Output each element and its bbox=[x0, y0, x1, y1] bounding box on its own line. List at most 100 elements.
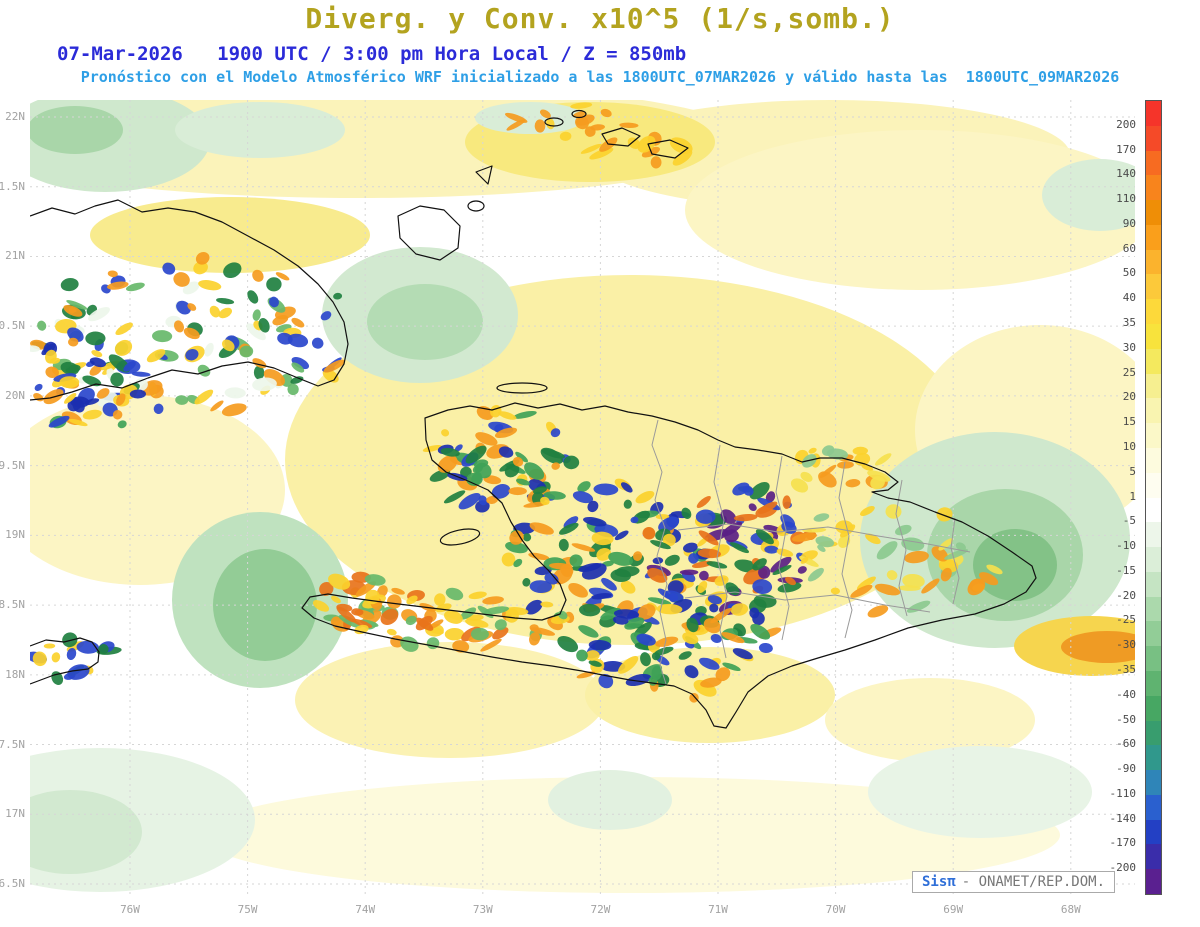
colorbar-segment bbox=[1146, 398, 1161, 424]
divergence-shading bbox=[30, 100, 1135, 893]
coastline-caicos-1 bbox=[544, 117, 564, 127]
y-tick-label: 18N bbox=[5, 667, 25, 681]
colorbar-level-label: -5 bbox=[1122, 514, 1136, 528]
colorbar-segment bbox=[1146, 472, 1161, 498]
y-tick-label: 6.5N bbox=[0, 876, 25, 890]
x-tick-label: 72W bbox=[590, 903, 611, 916]
coastline-great-inagua bbox=[397, 205, 461, 261]
colorbar-segment bbox=[1146, 571, 1161, 597]
colorbar-level-label: 35 bbox=[1122, 316, 1136, 330]
x-tick-label: 68W bbox=[1060, 903, 1081, 916]
colorbar-segment bbox=[1146, 324, 1161, 349]
colorbar-level-label: -25 bbox=[1116, 613, 1136, 627]
colorbar-segment bbox=[1146, 423, 1161, 448]
province-line bbox=[775, 455, 790, 641]
x-tick-label: 69W bbox=[943, 903, 964, 916]
colorbar-segment bbox=[1146, 695, 1161, 721]
colorbar-segment bbox=[1146, 621, 1161, 647]
province-line bbox=[950, 517, 960, 605]
x-tick-label: 70W bbox=[825, 903, 846, 916]
colorbar-segment bbox=[1146, 274, 1161, 300]
colorbar-segment bbox=[1146, 125, 1161, 151]
y-tick-label: 21N bbox=[5, 249, 25, 263]
y-tick-label: 19N bbox=[5, 528, 25, 542]
y-tick-label: 1.5N bbox=[0, 179, 25, 193]
colorbar-segment bbox=[1146, 596, 1161, 622]
colorbar-labels: 200 170 140 110 90 60 50 40 35 30 25 20 15 10 5 1 -5 -10 -… bbox=[1088, 100, 1140, 895]
colorbar-level-label: 140 bbox=[1116, 167, 1136, 181]
colorbar-level-label: 110 bbox=[1116, 192, 1136, 206]
coastline-turks bbox=[647, 139, 689, 159]
y-tick-label: 20N bbox=[5, 388, 25, 402]
colorbar-segment bbox=[1146, 745, 1161, 771]
colorbar-segment bbox=[1146, 547, 1161, 572]
colorbar-segment bbox=[1146, 447, 1161, 473]
sispi-logo: Sisπ bbox=[922, 874, 956, 890]
y-axis: 22N 1.5N 21N 0.5N 20N 9.5N 19N 8.5N 18N 7.5N 17N 6.… bbox=[0, 100, 28, 900]
colorbar-level-label: 1 bbox=[1129, 489, 1136, 503]
colorbar-segment bbox=[1146, 522, 1161, 548]
credit-text: - ONAMET/REP.DOM. bbox=[961, 874, 1106, 890]
colorbar-level-label: 200 bbox=[1116, 117, 1136, 131]
colorbar-segment bbox=[1146, 770, 1161, 795]
colorbar-level-label: 90 bbox=[1122, 216, 1136, 230]
colorbar-segment bbox=[1146, 844, 1161, 870]
y-tick-label: 17N bbox=[5, 807, 25, 821]
chart-title: Diverg. y Conv. x10^5 (1/s,somb.) bbox=[305, 2, 895, 35]
colorbar-level-label: -90 bbox=[1116, 762, 1136, 776]
colorbar-segment bbox=[1146, 224, 1161, 250]
colorbar-segment bbox=[1146, 646, 1161, 671]
colorbar-segment bbox=[1146, 794, 1161, 820]
colorbar-level-label: -10 bbox=[1116, 539, 1136, 553]
colorbar-segment bbox=[1146, 373, 1161, 399]
colorbar-segment bbox=[1146, 175, 1161, 201]
coastline-tortue bbox=[496, 382, 548, 394]
colorbar bbox=[1145, 100, 1162, 895]
colorbar-level-label: -35 bbox=[1116, 662, 1136, 676]
colorbar-level-label: 60 bbox=[1122, 241, 1136, 255]
colorbar-level-label: -200 bbox=[1109, 861, 1137, 875]
colorbar-level-label: 15 bbox=[1122, 415, 1136, 429]
x-tick-label: 76W bbox=[120, 903, 140, 916]
colorbar-level-label: -140 bbox=[1109, 811, 1137, 825]
x-axis: 76W 75W 74W 73W 72W 71W 70W 69W 68W bbox=[30, 897, 1135, 921]
colorbar-segment bbox=[1146, 497, 1161, 523]
x-tick-label: 73W bbox=[472, 903, 493, 916]
x-tick-label: 71W bbox=[708, 903, 728, 916]
colorbar-segment bbox=[1146, 819, 1161, 845]
convection-speckles bbox=[30, 102, 1003, 703]
colorbar-level-label: 50 bbox=[1122, 266, 1136, 280]
coastlines bbox=[30, 109, 1037, 729]
colorbar-level-label: -40 bbox=[1116, 687, 1136, 701]
province-line bbox=[713, 444, 728, 659]
map-canvas bbox=[30, 100, 1135, 895]
colorbar-level-label: -30 bbox=[1116, 638, 1136, 652]
coastline-cuba bbox=[30, 199, 349, 401]
colorbar-segment bbox=[1146, 299, 1161, 325]
y-tick-label: 0.5N bbox=[0, 319, 25, 333]
province-line bbox=[684, 591, 931, 613]
y-tick-label: 9.5N bbox=[0, 458, 25, 472]
colorbar-level-label: 40 bbox=[1122, 291, 1136, 305]
colorbar-level-label: -20 bbox=[1116, 588, 1136, 602]
colorbar-level-label: -15 bbox=[1116, 563, 1136, 577]
border-haiti-dr bbox=[651, 419, 668, 685]
colorbar-level-label: -110 bbox=[1109, 786, 1137, 800]
y-tick-label: 7.5N bbox=[0, 737, 25, 751]
colorbar-level-label: 10 bbox=[1122, 439, 1136, 453]
province-line bbox=[895, 479, 908, 617]
colorbar-segment bbox=[1146, 348, 1161, 374]
coastline-caicos-3 bbox=[601, 127, 641, 147]
colorbar-level-label: 25 bbox=[1122, 365, 1136, 379]
coastline-little-inagua bbox=[467, 200, 485, 212]
x-tick-label: 75W bbox=[237, 903, 258, 916]
coastline-jamaica bbox=[30, 637, 100, 685]
coastline-small-cay bbox=[475, 165, 493, 185]
coastline-hispaniola bbox=[301, 402, 1037, 729]
coastline-caicos-2 bbox=[571, 109, 587, 119]
colorbar-segment bbox=[1146, 249, 1161, 275]
colorbar-segment bbox=[1146, 200, 1161, 225]
colorbar-segment bbox=[1146, 150, 1161, 176]
colorbar-level-label: -50 bbox=[1116, 712, 1136, 726]
